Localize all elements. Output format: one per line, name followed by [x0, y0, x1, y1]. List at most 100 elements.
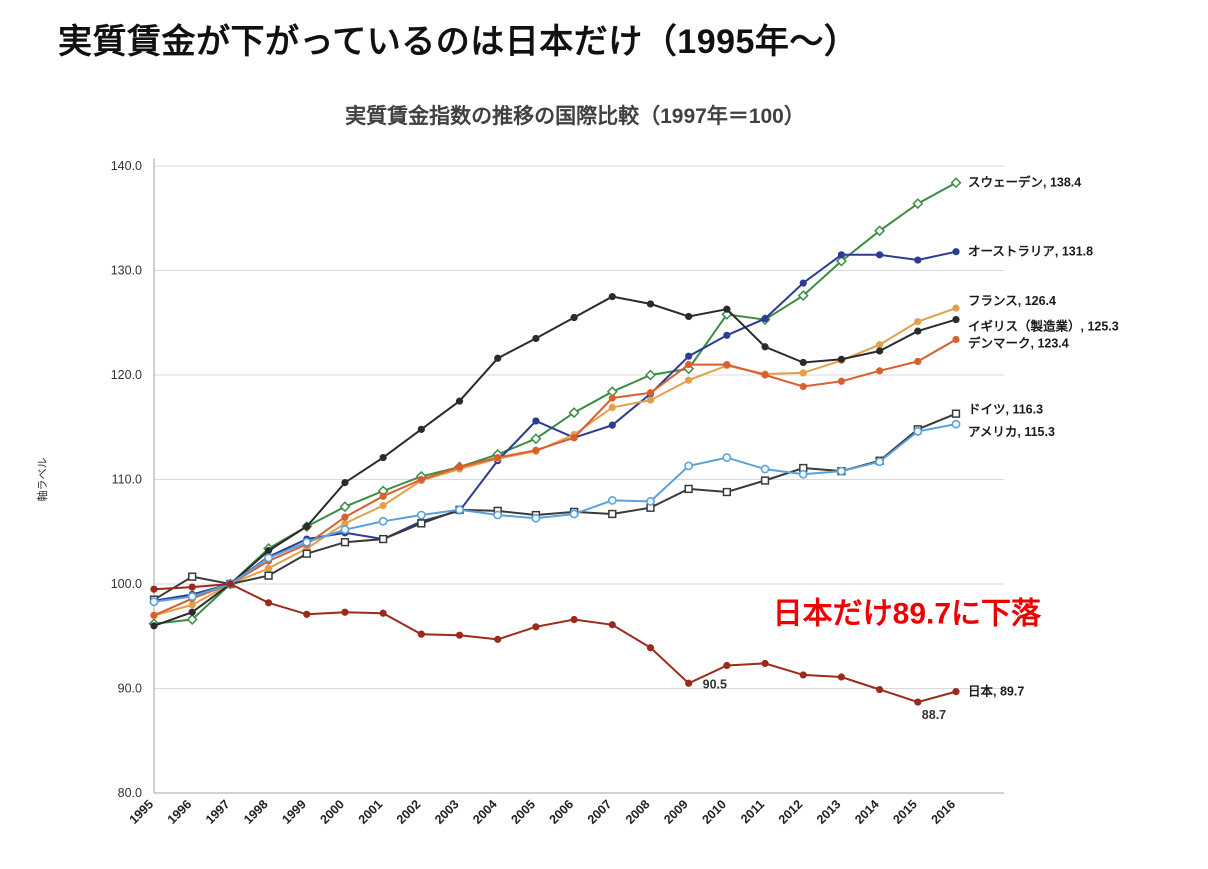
data-point-marker [952, 688, 960, 696]
series-usa: アメリカ, 115.3 [149, 419, 1055, 607]
y-tick-label: 120.0 [111, 368, 142, 382]
data-point-marker [914, 318, 922, 326]
data-point-marker [570, 434, 578, 442]
series-line-usa [153, 423, 957, 603]
y-tick-label: 140.0 [111, 159, 142, 173]
data-point-marker [379, 609, 387, 617]
series-end-label-germany: ドイツ, 116.3 [968, 403, 1043, 417]
data-point-marker [950, 177, 962, 189]
data-point-marker [952, 248, 960, 256]
data-point-marker [761, 314, 769, 323]
data-point-marker [646, 497, 655, 506]
data-point-marker [914, 698, 922, 706]
data-point-marker [876, 251, 884, 259]
data-point-marker [685, 679, 693, 687]
data-point-marker [799, 279, 807, 287]
data-point-marker [341, 519, 349, 527]
data-point-marker [532, 417, 540, 425]
x-tick-label: 2002 [394, 797, 424, 827]
x-tick-label: 2016 [929, 797, 959, 827]
data-point-marker [798, 469, 808, 479]
x-tick-label: 2008 [623, 797, 653, 827]
y-tick-label: 110.0 [112, 473, 142, 487]
data-point-marker [264, 571, 273, 580]
data-point-marker [723, 331, 731, 339]
x-tick-label: 1998 [241, 797, 271, 827]
y-tick-label: 90.0 [118, 682, 142, 696]
data-point-marker [494, 635, 502, 643]
data-point-marker [951, 409, 961, 418]
data-point-marker [837, 251, 846, 259]
data-point-marker [761, 371, 769, 379]
data-point-marker [569, 509, 579, 519]
data-point-marker [761, 343, 769, 351]
page-title: 実質賃金が下がっているのは日本だけ（1995年〜） [58, 23, 859, 61]
series-line-australia [153, 250, 957, 602]
data-point-marker [913, 427, 923, 436]
data-point-marker [952, 335, 960, 344]
japan-drop-callout: 日本だけ89.7に下落 [773, 598, 1042, 631]
series-line-denmark [153, 338, 957, 617]
x-tick-label: 2014 [852, 797, 882, 827]
data-point-marker [835, 255, 847, 267]
data-point-marker [303, 522, 311, 531]
data-point-marker [951, 419, 961, 429]
data-point-marker [340, 525, 350, 535]
data-point-marker [914, 327, 922, 335]
data-point-marker [417, 425, 425, 433]
y-axis-label: 軸ラベル [35, 458, 49, 502]
x-tick-label: 2015 [890, 797, 920, 827]
data-point-marker [685, 376, 693, 384]
data-point-marker [646, 300, 655, 308]
data-point-marker [302, 549, 311, 558]
x-tick-label: 2012 [776, 797, 806, 827]
data-point-marker [530, 433, 542, 445]
data-point-marker [264, 546, 273, 555]
data-point-marker [417, 519, 426, 528]
data-point-marker [914, 357, 922, 366]
x-tick-label: 2011 [738, 797, 767, 826]
data-point-marker [379, 453, 387, 462]
data-point-marker [684, 484, 693, 494]
data-point-marker [570, 615, 578, 624]
y-tick-label: 80.0 [118, 786, 142, 800]
data-point-marker [188, 608, 196, 616]
data-point-marker [264, 599, 273, 607]
data-point-marker [531, 513, 541, 523]
data-point-marker [532, 334, 540, 343]
data-point-marker [876, 685, 884, 694]
data-point-marker [339, 501, 351, 513]
data-point-marker [646, 644, 655, 652]
data-point-marker [303, 610, 311, 618]
wage-index-chart: 実質賃金指数の推移の国際比較（1997年＝100） 軸ラベル 80.0 90.0 100… [26, 81, 1208, 861]
data-point-marker [494, 453, 502, 462]
data-point-marker [684, 461, 694, 471]
data-point-marker [876, 367, 884, 375]
y-tick-label: 100.0 [111, 577, 142, 591]
x-tick-label: 2009 [661, 797, 691, 827]
data-point-marker [876, 347, 884, 355]
data-point-marker [494, 354, 502, 362]
x-tick-label: 2006 [547, 797, 577, 827]
data-point-marker [378, 534, 388, 544]
series-end-label-usa: アメリカ, 115.3 [968, 425, 1055, 439]
series-sweden: スウェーデン, 138.4 [148, 175, 1081, 630]
data-point-marker [417, 630, 425, 638]
data-point-marker [645, 369, 656, 381]
data-point-marker [341, 479, 349, 487]
series-line-germany [153, 412, 957, 601]
x-tick-label: 2005 [508, 797, 538, 827]
data-point-marker [150, 585, 158, 593]
series-germany: ドイツ, 116.3 [149, 403, 1043, 604]
y-tick-label: 130.0 [111, 264, 142, 278]
series-france: フランス, 126.4 [150, 294, 1056, 619]
data-point-marker [378, 516, 388, 526]
data-point-marker [760, 464, 770, 474]
data-point-marker [874, 225, 886, 237]
data-point-marker [226, 580, 234, 588]
data-point-marker [646, 389, 655, 397]
data-point-marker [493, 510, 503, 520]
data-point-marker [455, 631, 464, 639]
x-tick-label: 1999 [279, 797, 309, 827]
